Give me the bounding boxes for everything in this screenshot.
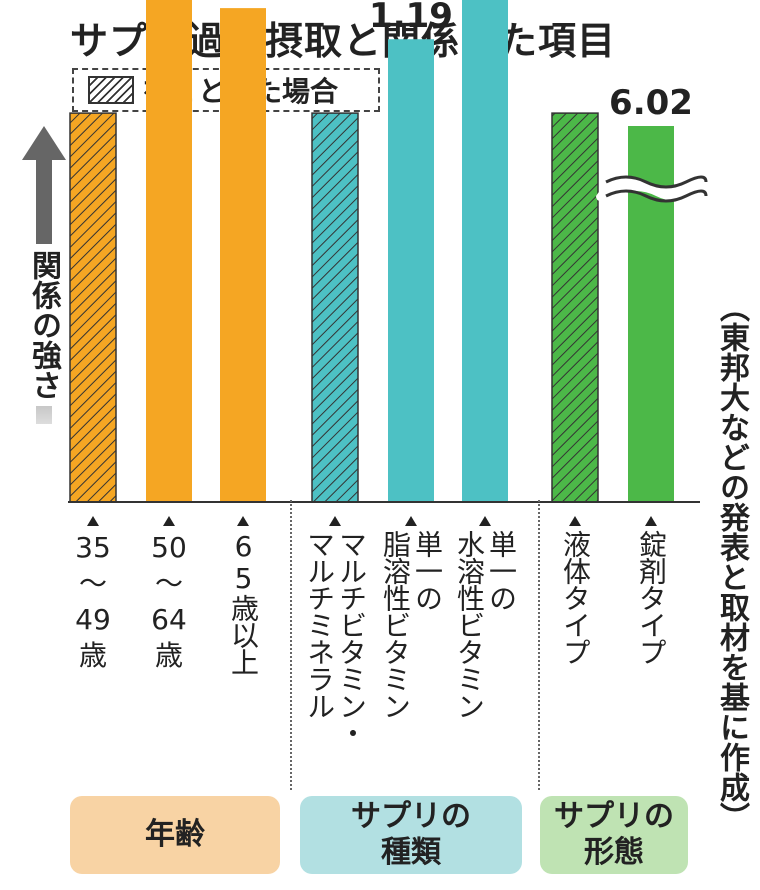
triangle-marker-icon (479, 516, 491, 526)
category-label-text: マルチビタミン・ (335, 530, 368, 746)
value-label-7: 6.02 (609, 83, 693, 123)
legend-hatch-swatch (88, 76, 134, 104)
category-label-text: 水溶性ビタミン (453, 530, 486, 719)
category-label-text: 液体タイプ (559, 530, 592, 665)
bar-1 (146, 0, 192, 503)
triangle-marker-icon (569, 516, 581, 526)
triangle-marker-icon (163, 516, 175, 526)
bar-hatch-0 (69, 112, 117, 503)
category-label-text: 65歳以上 (227, 530, 260, 675)
triangle-marker-icon (237, 516, 249, 526)
group-label-age: 年齢 (70, 796, 280, 874)
value-label-2: 1.27 (201, 0, 285, 5)
source-note: （東邦大などの発表と取材を基に作成） (714, 292, 749, 832)
category-label-6: 液体タイプ (549, 516, 601, 665)
category-label-text: 単一の (485, 530, 518, 611)
axis-break-line-1 (605, 189, 708, 203)
category-label-text: 50 ～ 64 歳 (151, 531, 187, 672)
category-label-text: 錠剤タイプ (635, 530, 668, 665)
axis-break-gap (596, 177, 706, 201)
bar-5 (462, 0, 508, 503)
category-label-4: 単一の 脂溶性ビタミン (379, 516, 444, 719)
category-label-1: 50 ～ 64 歳 (143, 516, 195, 674)
value-label-4: 1.19 (369, 0, 453, 36)
category-label-2: 65歳以上 (217, 516, 269, 675)
category-label-5: 単一の 水溶性ビタミン (453, 516, 518, 719)
y-axis-label: 関係の強さ (20, 244, 66, 406)
group-label-type: サプリの 種類 (300, 796, 522, 874)
group-divider (290, 500, 292, 790)
bar-4 (388, 39, 434, 502)
triangle-marker-icon (645, 516, 657, 526)
triangle-marker-icon (329, 516, 341, 526)
category-label-0: 35 ～ 49 歳 (67, 516, 119, 674)
category-label-text: 35 ～ 49 歳 (75, 531, 111, 672)
category-label-text: マルチミネラル (303, 530, 336, 719)
bar-hatch-3 (311, 112, 359, 503)
group-label-form: サプリの 形態 (540, 796, 688, 874)
category-label-7: 錠剤タイプ (625, 516, 677, 665)
bar-2 (220, 8, 266, 502)
triangle-marker-icon (87, 516, 99, 526)
category-label-3: マルチビタミン・ マルチミネラル (303, 516, 368, 746)
group-divider (538, 500, 540, 790)
category-label-text: 脂溶性ビタミン (379, 530, 412, 719)
bar-hatch-6 (551, 112, 599, 503)
category-label-text: 単一の (411, 530, 444, 611)
axis-break-line-0 (605, 175, 708, 189)
triangle-marker-icon (405, 516, 417, 526)
